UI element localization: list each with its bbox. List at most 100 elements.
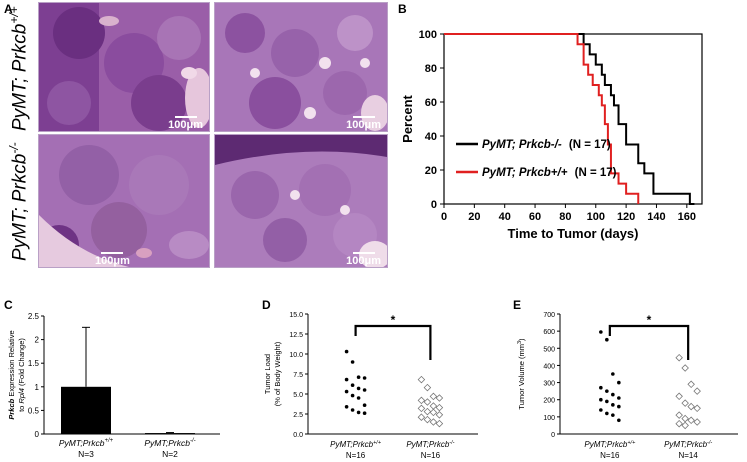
y-tick-label: 2.5 (28, 312, 40, 321)
y-label-text: Expression Relative (7, 330, 16, 398)
data-point-wildtype (350, 393, 355, 398)
histology-image-ko-left: 100μm (38, 134, 210, 268)
significance-star: * (391, 313, 396, 327)
panel-b-letter: B (398, 2, 407, 16)
data-point-wildtype (605, 411, 609, 416)
data-point-wildtype (617, 380, 621, 385)
category-sup: +/+ (627, 440, 636, 446)
data-point-wildtype (344, 349, 349, 354)
x-tick-label: 120 (617, 211, 635, 223)
data-point-wildtype (611, 392, 615, 397)
tumor-volume-scatter: 0 100 200 300 400 500 600 700 Tumor Volume (mm3)… (517, 312, 738, 460)
data-point-knockout (417, 396, 426, 405)
panel-e-letter: E (513, 298, 522, 312)
data-point-wildtype (617, 396, 621, 400)
data-point-wildtype (617, 418, 621, 423)
histology-image-wt-right: 100μm (214, 2, 388, 132)
data-point-knockout (681, 399, 689, 407)
significance-star: * (647, 313, 652, 327)
survival-curve-wildtype (444, 33, 640, 204)
y-tick-label: 12.5 (289, 332, 303, 339)
category-genotype: PyMT;Prkcb (406, 440, 450, 449)
y-tick-label: 40 (425, 131, 437, 143)
legend-series-name: PyMT; Prkcb-/- (482, 139, 562, 151)
data-point-knockout (429, 402, 438, 410)
data-point-knockout (429, 418, 438, 426)
legend-n-label: (N = 17) (566, 139, 611, 151)
y-tick-label: 100 (419, 29, 437, 41)
data-point-wildtype (356, 375, 361, 379)
data-point-knockout (693, 387, 701, 395)
x-tick-label: 80 (559, 211, 571, 223)
data-point-knockout (681, 364, 689, 372)
data-point-wildtype (344, 405, 349, 409)
category-genotype: PyMT;Prkcb (330, 440, 374, 449)
data-point-knockout (687, 380, 695, 389)
data-point-wildtype (599, 408, 603, 412)
category-n: N=3 (78, 449, 94, 459)
x-tick-label: 60 (529, 211, 541, 223)
y-tick-label: 0 (431, 199, 437, 211)
category-genotype: PyMT;Prkcb (59, 438, 105, 448)
y-axis-label-line2: to Rpl4 (Fold Change) (17, 338, 26, 412)
y-tick-label: 2 (35, 336, 40, 345)
y-label-sup: 3 (517, 341, 523, 344)
category-sup: +/+ (373, 440, 382, 446)
scale-bar: 100μm (346, 252, 381, 267)
y-tick-label: 1.5 (28, 359, 40, 368)
data-point-wildtype (362, 403, 367, 407)
data-point-knockout (681, 421, 689, 430)
y-tick-label: 400 (543, 363, 555, 370)
data-point-wildtype (350, 383, 355, 387)
y-label-text: ) (517, 338, 526, 341)
category-n: N=16 (421, 451, 441, 460)
category-n: N=16 (346, 451, 366, 460)
y-tick-label: 1 (35, 383, 40, 392)
data-point-knockout (435, 394, 444, 402)
tumor-load-scatter: 0.0 2.5 5.0 7.5 10.0 12.5 15.0 Tumor Load (% of … (263, 312, 478, 460)
y-label-gene: Prkcb (7, 398, 16, 419)
x-axis-label: Time to Tumor (days) (508, 226, 639, 241)
data-point-knockout (417, 375, 426, 384)
data-point-wildtype (605, 399, 609, 404)
category-label: PyMT;Prkcb-/- (664, 440, 712, 449)
data-point-knockout (429, 408, 438, 417)
x-tick-label: 100 (587, 211, 605, 223)
category-sup: +/+ (104, 438, 113, 444)
data-point-wildtype (356, 410, 361, 415)
data-point-wildtype (599, 397, 603, 402)
bar-wildtype (61, 386, 111, 434)
y-tick-label: 20 (425, 165, 437, 177)
data-point-wildtype (344, 389, 349, 394)
data-point-knockout (687, 402, 695, 411)
survival-curve-knockout (444, 33, 695, 205)
category-label: PyMT;Prkcb+/+ (59, 438, 114, 448)
data-point-wildtype (362, 388, 367, 392)
data-point-wildtype (344, 377, 349, 382)
scale-bar: 100μm (168, 116, 203, 131)
panel-a-row2-label: PyMT; Prkcb-/- (7, 142, 31, 261)
y-tick-label: 0 (35, 430, 40, 439)
y-tick-label: 0 (551, 432, 555, 439)
y-tick-label: 500 (543, 346, 555, 353)
y-label-text: (Fold Change) (17, 338, 26, 389)
category-genotype: PyMT;Prkcb (144, 438, 190, 448)
bar-knockout (145, 433, 195, 434)
y-tick-label: 10.0 (289, 352, 303, 359)
y-axis-label: Tumor Volume (mm3) (517, 338, 526, 410)
data-point-knockout (675, 419, 683, 428)
data-point-wildtype (611, 413, 615, 417)
data-point-knockout (423, 398, 432, 406)
y-axis-label: Percent (400, 94, 415, 142)
data-point-knockout (423, 415, 432, 424)
y-axis-label: Prkcb Expression Relative (7, 330, 16, 419)
category-sup: -/- (190, 438, 196, 444)
data-point-wildtype (356, 396, 361, 400)
category-label: PyMT;Prkcb-/- (144, 438, 195, 448)
x-tick-label: 140 (647, 211, 665, 223)
category-sup: -/- (449, 440, 454, 446)
data-point-wildtype (617, 404, 621, 409)
data-point-wildtype (356, 386, 361, 391)
data-point-wildtype (611, 403, 615, 407)
data-point-wildtype (599, 385, 603, 390)
